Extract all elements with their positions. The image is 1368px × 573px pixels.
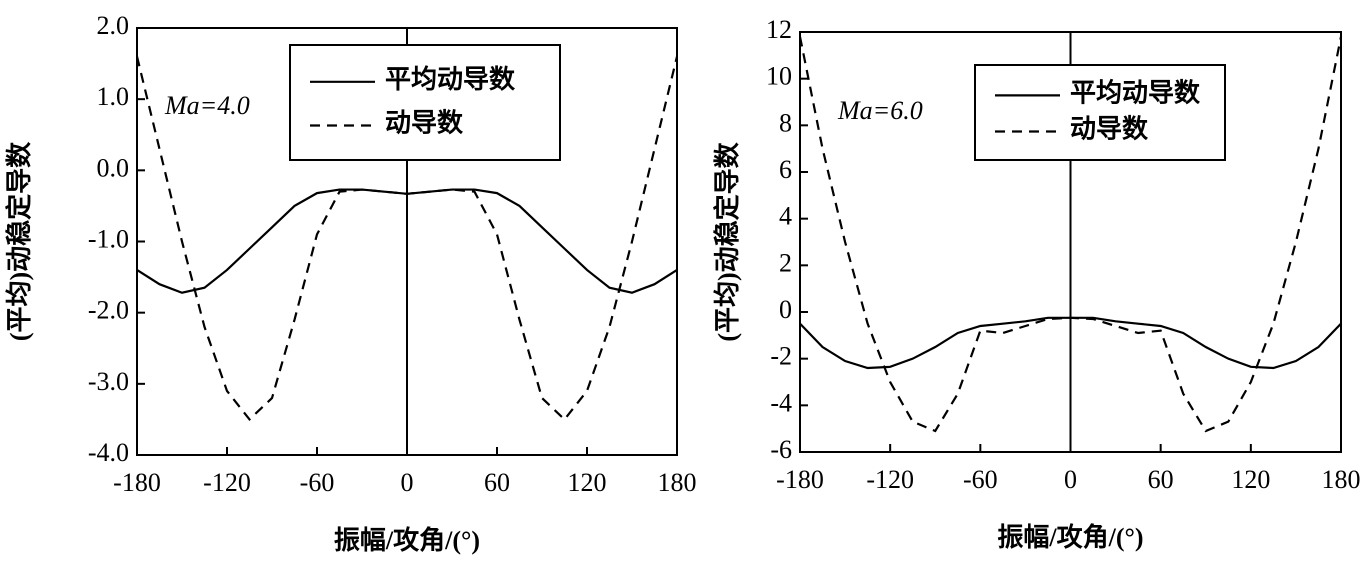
x-tick-label: -180 xyxy=(776,465,824,494)
y-tick-label: 10 xyxy=(766,62,792,91)
y-tick-label: 1.0 xyxy=(97,82,130,111)
y-tick-label: -4.0 xyxy=(88,438,129,467)
series-line xyxy=(798,36,1343,433)
y-axis-label: (平均)动稳定导数 xyxy=(712,141,742,341)
annotation: Ma=4.0 xyxy=(164,91,250,120)
y-tick-label: -4 xyxy=(770,388,792,417)
y-tick-label: 0 xyxy=(779,295,792,324)
annotation: Ma=6.0 xyxy=(837,96,923,125)
x-tick-label: -60 xyxy=(300,468,335,497)
y-axis-label: (平均)动稳定导数 xyxy=(4,141,34,341)
legend-label: 动导数 xyxy=(1070,114,1149,143)
y-tick-label: 8 xyxy=(779,108,792,137)
x-tick-label: -180 xyxy=(113,468,161,497)
series-line xyxy=(135,56,679,422)
x-tick-label: 120 xyxy=(568,468,607,497)
x-tick-label: -60 xyxy=(963,465,998,494)
legend-label: 动导数 xyxy=(385,108,464,137)
y-tick-label: -2.0 xyxy=(88,296,129,325)
y-tick-label: 2 xyxy=(779,248,792,277)
x-tick-label: -120 xyxy=(866,465,914,494)
y-tick-label: 12 xyxy=(766,15,792,44)
legend-box xyxy=(974,64,1226,161)
x-tick-label: 180 xyxy=(1322,465,1361,494)
legend-label: 平均动导数 xyxy=(1070,78,1201,107)
y-tick-label: 4 xyxy=(779,202,792,231)
x-tick-label: 60 xyxy=(484,468,510,497)
x-tick-label: -120 xyxy=(203,468,251,497)
y-tick-label: -6 xyxy=(770,435,792,464)
y-tick-label: -3.0 xyxy=(88,367,129,396)
y-tick-label: -2 xyxy=(770,342,792,371)
legend-label: 平均动导数 xyxy=(385,65,516,94)
x-tick-label: 0 xyxy=(401,468,414,497)
x-tick-label: 180 xyxy=(658,468,697,497)
x-tick-label: 120 xyxy=(1231,465,1270,494)
y-tick-label: 6 xyxy=(779,155,792,184)
legend-box xyxy=(289,44,561,161)
y-tick-label: -1.0 xyxy=(88,224,129,253)
x-tick-label: 0 xyxy=(1064,465,1077,494)
x-tick-label: 60 xyxy=(1148,465,1174,494)
y-tick-label: 2.0 xyxy=(97,11,130,40)
y-tick-label: 0.0 xyxy=(97,153,130,182)
x-axis-label: 振幅/攻角/(°) xyxy=(997,522,1143,552)
x-axis-label: 振幅/攻角/(°) xyxy=(334,525,480,555)
